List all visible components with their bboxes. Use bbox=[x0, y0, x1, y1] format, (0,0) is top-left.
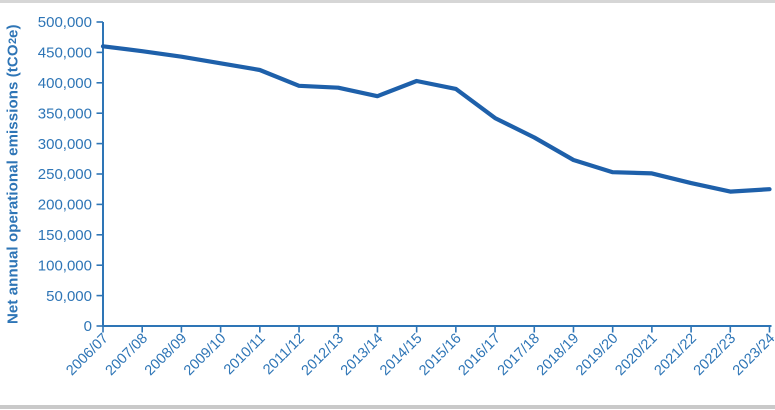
y-tick-label: 50,000 bbox=[46, 288, 92, 305]
x-tick-label: 2008/09 bbox=[142, 331, 190, 379]
x-tick-label: 2019/20 bbox=[573, 331, 621, 379]
x-tick-label: 2014/15 bbox=[377, 331, 425, 379]
y-tick-label: 150,000 bbox=[38, 227, 92, 244]
bottom-border bbox=[0, 405, 775, 409]
y-tick-label: 100,000 bbox=[38, 257, 92, 274]
x-tick-label: 2007/08 bbox=[103, 331, 151, 379]
y-tick-label: 300,000 bbox=[38, 136, 92, 153]
y-axis-title-prefix: Net annual operational emissions (tCO bbox=[4, 44, 22, 324]
x-tick-label: 2013/14 bbox=[338, 331, 386, 379]
data-series bbox=[100, 44, 772, 194]
x-tick-label: 2016/17 bbox=[456, 331, 504, 379]
y-axis-ticks bbox=[96, 21, 103, 327]
x-tick-label: 2020/21 bbox=[612, 331, 660, 379]
top-border bbox=[0, 0, 775, 3]
x-tick-label: 2010/11 bbox=[221, 331, 269, 379]
x-tick-label: 2009/10 bbox=[181, 331, 229, 379]
x-tick-label: 2023/24 bbox=[730, 331, 775, 379]
y-axis-tick-labels: 0 50,000 100,000 150,000 200,000 250,000 300,0… bbox=[38, 14, 92, 335]
y-tick-label: 350,000 bbox=[38, 105, 92, 122]
axis-lines bbox=[102, 22, 772, 327]
x-tick-label: 2006/07 bbox=[63, 331, 111, 379]
y-axis-title: Net annual operational emissions (tCO 2 e) bbox=[1, 20, 25, 328]
x-tick-label: 2017/18 bbox=[495, 331, 543, 379]
y-tick-label: 500,000 bbox=[38, 14, 92, 31]
emissions-series-line bbox=[100, 44, 772, 194]
x-tick-label: 2021/22 bbox=[652, 331, 700, 379]
x-axis-tick-labels: 2006/072007/082008/092009/102010/112011/… bbox=[63, 331, 775, 379]
x-tick-label: 2012/13 bbox=[299, 331, 347, 379]
y-tick-label: 0 bbox=[84, 318, 92, 335]
x-tick-label: 2018/19 bbox=[534, 331, 582, 379]
x-tick-label: 2015/16 bbox=[416, 331, 464, 379]
y-tick-label: 200,000 bbox=[38, 197, 92, 214]
y-axis-title-subscript: 2 bbox=[7, 37, 19, 45]
y-tick-label: 450,000 bbox=[38, 45, 92, 62]
x-tick-label: 2022/23 bbox=[691, 331, 739, 379]
x-axis-ticks bbox=[102, 326, 771, 333]
y-tick-label: 400,000 bbox=[38, 75, 92, 92]
y-tick-label: 250,000 bbox=[38, 166, 92, 183]
y-axis-title-suffix: e) bbox=[4, 24, 22, 38]
